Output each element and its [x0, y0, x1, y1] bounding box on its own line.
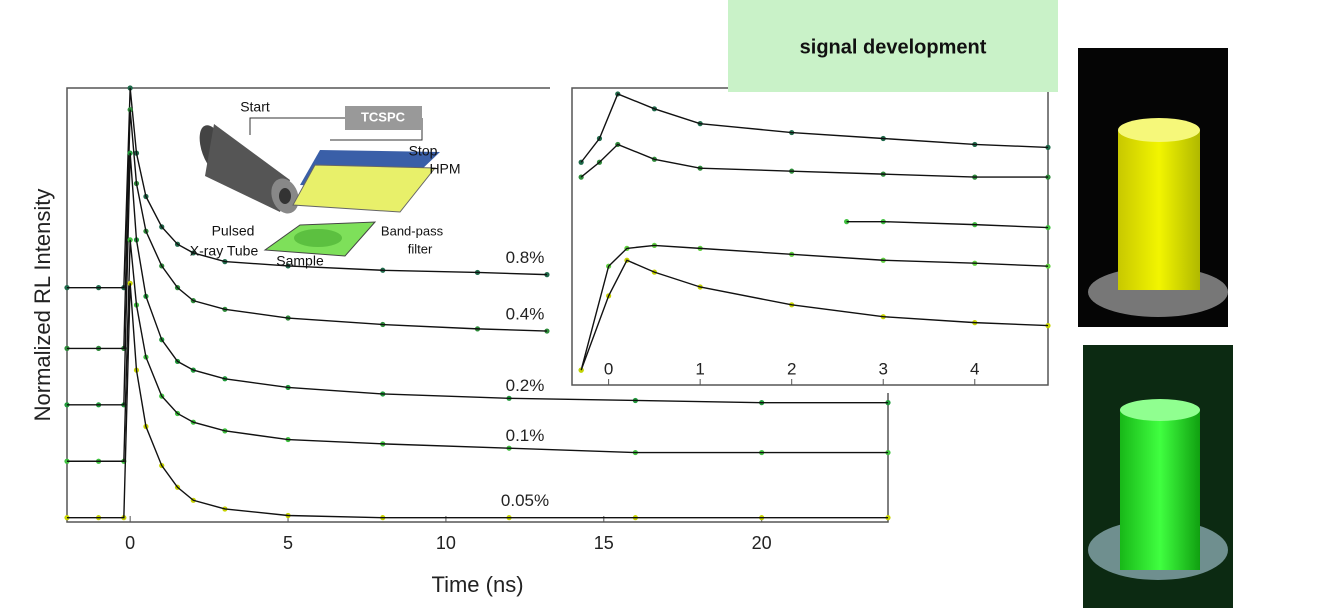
fit-line — [580, 244, 1049, 371]
fit-line — [67, 87, 547, 289]
schematic-label: TCSPC — [361, 109, 406, 124]
inset-chart: 0 1 2 3 4 — [550, 72, 1058, 393]
x-axis-label: Time (ns) — [431, 572, 523, 597]
tcspc-box — [345, 106, 422, 130]
schematic-label: Pulsed — [212, 223, 255, 239]
fit-line — [67, 283, 888, 519]
schematic-label: X-ray Tube — [190, 243, 259, 259]
fit-line — [846, 220, 1049, 229]
series-label: 0.4% — [506, 305, 545, 324]
schematic-label: filter — [408, 241, 433, 256]
x-tick-label: 0 — [125, 533, 135, 553]
x-tick-label: 4 — [970, 359, 979, 378]
series-label: 0.05% — [501, 491, 549, 510]
fit-line — [67, 239, 888, 462]
schematic-label: Start — [240, 99, 270, 115]
schematic-label: Sample — [276, 253, 324, 269]
series-label: 0.2% — [506, 376, 545, 395]
x-tick-label: 0 — [604, 359, 613, 378]
photo-green — [1083, 345, 1233, 608]
x-tick-label: 3 — [878, 359, 887, 378]
x-tick-label: 20 — [752, 533, 772, 553]
fit-line — [580, 93, 1049, 163]
schematic-label: Band-pass — [381, 223, 444, 238]
schematic-label: Stop — [409, 143, 438, 159]
banner — [728, 0, 1058, 92]
x-tick-label: 1 — [695, 359, 704, 378]
y-axis-label: Normalized RL Intensity — [30, 189, 55, 422]
fit-line — [67, 153, 888, 406]
photo-yellow — [1078, 48, 1228, 327]
banner-title: signal development — [800, 36, 987, 58]
schematic: Start TCSPC Stop HPM Pulsed X-ray Tube Band-pa… — [190, 99, 461, 269]
inset-background — [550, 72, 1058, 393]
x-tick-label: 15 — [594, 533, 614, 553]
x-tick-label: 10 — [436, 533, 456, 553]
fit-line — [67, 109, 547, 350]
series-label: 0.8% — [506, 248, 545, 267]
x-tick-label: 5 — [283, 533, 293, 553]
series-label: 0.1% — [506, 426, 545, 445]
schematic-label: HPM — [429, 161, 460, 177]
fit-line — [580, 259, 1049, 371]
fit-line — [580, 143, 1048, 178]
x-tick-label: 2 — [787, 359, 796, 378]
